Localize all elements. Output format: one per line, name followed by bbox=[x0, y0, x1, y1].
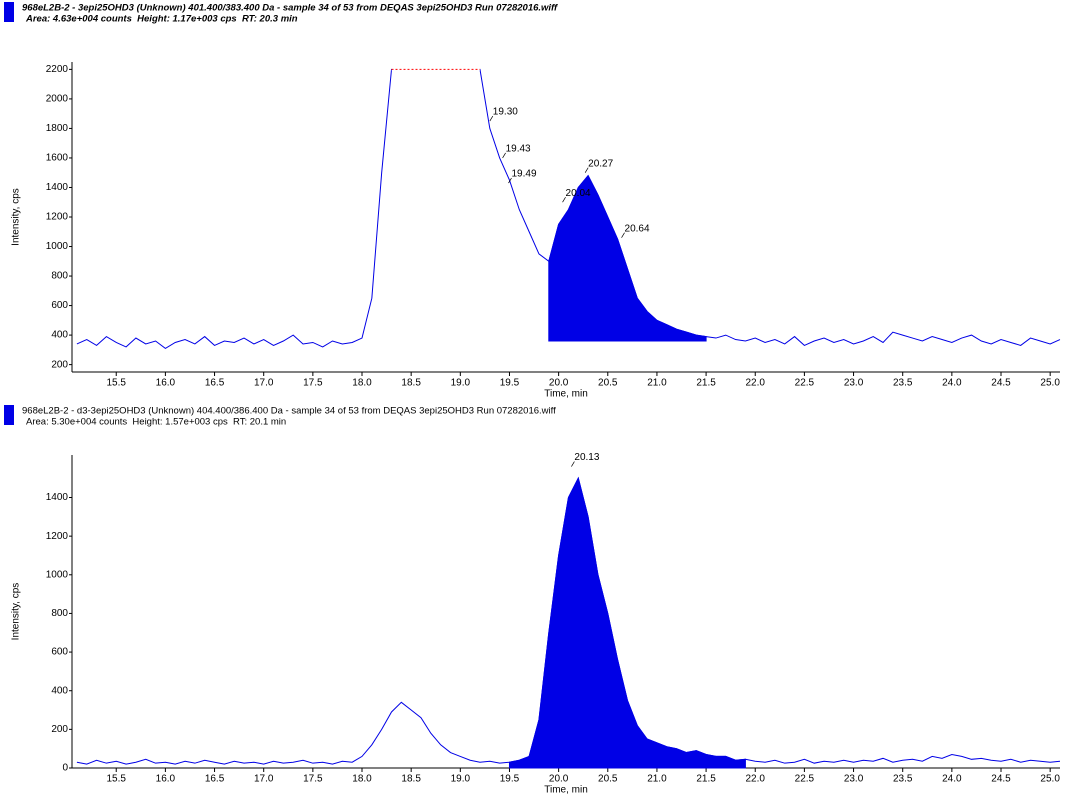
y-axis-label: Intensity, cps bbox=[11, 188, 22, 246]
x-tick-label: 25.0 bbox=[1040, 774, 1060, 785]
peak-leader bbox=[562, 197, 566, 203]
y-tick-label: 400 bbox=[51, 685, 68, 696]
peak-leader bbox=[502, 152, 506, 159]
x-tick-label: 19.5 bbox=[500, 774, 520, 785]
x-tick-label: 16.5 bbox=[205, 378, 225, 389]
peak-leader bbox=[489, 115, 494, 122]
y-tick-label: 1200 bbox=[46, 531, 69, 542]
x-tick-label: 15.5 bbox=[107, 378, 127, 389]
chart-title: 968eL2B-2 - 3epi25OHD3 (Unknown) 401.400… bbox=[22, 3, 558, 14]
y-tick-label: 600 bbox=[51, 300, 68, 311]
y-tick-label: 2000 bbox=[46, 94, 69, 105]
x-tick-label: 23.0 bbox=[844, 378, 864, 389]
y-tick-label: 2200 bbox=[46, 64, 69, 75]
x-tick-label: 24.5 bbox=[991, 378, 1011, 389]
x-tick-label: 20.0 bbox=[549, 378, 569, 389]
peak-label: 20.27 bbox=[588, 158, 613, 169]
x-tick-label: 19.0 bbox=[451, 378, 471, 389]
integrated-area bbox=[508, 476, 746, 769]
y-tick-label: 1400 bbox=[46, 182, 69, 193]
x-tick-label: 24.5 bbox=[991, 774, 1011, 785]
x-tick-label: 17.0 bbox=[254, 774, 274, 785]
peak-leader bbox=[584, 167, 589, 173]
x-tick-label: 21.5 bbox=[696, 774, 716, 785]
legend-swatch bbox=[4, 405, 14, 425]
x-tick-label: 17.5 bbox=[303, 774, 323, 785]
x-tick-label: 23.0 bbox=[844, 774, 864, 785]
chart-subtitle: Area: 4.63e+004 counts Height: 1.17e+003… bbox=[25, 14, 298, 25]
y-tick-label: 200 bbox=[51, 359, 68, 370]
x-axis-label: Time, min bbox=[544, 389, 588, 400]
x-tick-label: 17.0 bbox=[254, 378, 274, 389]
y-axis-label: Intensity, cps bbox=[11, 583, 22, 641]
peak-leader bbox=[508, 177, 512, 184]
x-tick-label: 20.5 bbox=[598, 378, 618, 389]
y-tick-label: 600 bbox=[51, 647, 68, 658]
x-tick-label: 21.5 bbox=[696, 378, 716, 389]
x-tick-label: 18.0 bbox=[352, 774, 372, 785]
x-tick-label: 18.5 bbox=[401, 378, 421, 389]
x-tick-label: 22.5 bbox=[795, 774, 815, 785]
y-tick-label: 800 bbox=[51, 608, 68, 619]
peak-leader bbox=[621, 232, 625, 238]
x-tick-label: 23.5 bbox=[893, 774, 913, 785]
y-tick-label: 0 bbox=[62, 763, 68, 774]
x-tick-label: 16.0 bbox=[156, 774, 176, 785]
y-tick-label: 1400 bbox=[46, 492, 69, 503]
peak-label: 20.04 bbox=[566, 188, 591, 199]
x-tick-label: 20.0 bbox=[549, 774, 569, 785]
x-tick-label: 20.5 bbox=[598, 774, 618, 785]
trace-line bbox=[76, 68, 1061, 349]
peak-label: 20.64 bbox=[625, 223, 650, 234]
y-tick-label: 800 bbox=[51, 271, 68, 282]
x-tick-label: 19.5 bbox=[500, 378, 520, 389]
y-tick-label: 1000 bbox=[46, 569, 69, 580]
x-tick-label: 19.0 bbox=[451, 774, 471, 785]
chart-title: 968eL2B-2 - d3-3epi25OHD3 (Unknown) 404.… bbox=[22, 406, 556, 417]
legend-swatch bbox=[4, 2, 14, 22]
x-tick-label: 22.0 bbox=[746, 774, 766, 785]
y-tick-label: 1800 bbox=[46, 123, 69, 134]
y-tick-label: 200 bbox=[51, 724, 68, 735]
x-tick-label: 25.0 bbox=[1040, 378, 1060, 389]
x-tick-label: 18.5 bbox=[401, 774, 421, 785]
y-tick-label: 1000 bbox=[46, 241, 69, 252]
x-tick-label: 24.0 bbox=[942, 774, 962, 785]
x-tick-label: 21.0 bbox=[647, 378, 667, 389]
chart-subtitle: Area: 5.30e+004 counts Height: 1.57e+003… bbox=[26, 417, 286, 428]
x-tick-label: 21.0 bbox=[647, 774, 667, 785]
peak-label: 19.43 bbox=[506, 144, 531, 155]
x-tick-label: 16.0 bbox=[156, 378, 176, 389]
trace-line bbox=[76, 476, 1061, 765]
x-tick-label: 16.5 bbox=[205, 774, 225, 785]
peak-label: 19.30 bbox=[493, 107, 518, 118]
x-axis-label: Time, min bbox=[544, 785, 588, 796]
x-tick-label: 18.0 bbox=[352, 378, 372, 389]
y-tick-label: 400 bbox=[51, 330, 68, 341]
x-tick-label: 17.5 bbox=[303, 378, 323, 389]
x-tick-label: 23.5 bbox=[893, 378, 913, 389]
peak-label: 20.13 bbox=[574, 452, 599, 463]
x-tick-label: 15.5 bbox=[107, 774, 127, 785]
peak-label: 19.49 bbox=[511, 169, 536, 180]
x-tick-label: 22.5 bbox=[795, 378, 815, 389]
x-tick-label: 24.0 bbox=[942, 378, 962, 389]
x-tick-label: 22.0 bbox=[746, 378, 766, 389]
y-tick-label: 1200 bbox=[46, 212, 69, 223]
peak-leader bbox=[571, 461, 575, 467]
y-tick-label: 1600 bbox=[46, 153, 69, 164]
